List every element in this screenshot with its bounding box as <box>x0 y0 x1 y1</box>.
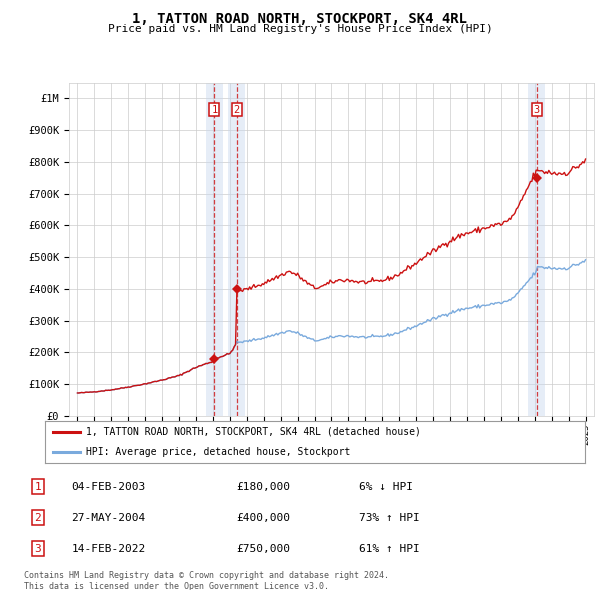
Text: 04-FEB-2003: 04-FEB-2003 <box>71 481 146 491</box>
Text: £400,000: £400,000 <box>236 513 290 523</box>
Text: 3: 3 <box>533 104 540 114</box>
Text: HPI: Average price, detached house, Stockport: HPI: Average price, detached house, Stoc… <box>86 447 350 457</box>
Text: 2: 2 <box>234 104 240 114</box>
Text: 2: 2 <box>35 513 41 523</box>
Text: 1: 1 <box>35 481 41 491</box>
Text: Contains HM Land Registry data © Crown copyright and database right 2024.
This d: Contains HM Land Registry data © Crown c… <box>24 571 389 590</box>
Text: 73% ↑ HPI: 73% ↑ HPI <box>359 513 419 523</box>
Text: 1, TATTON ROAD NORTH, STOCKPORT, SK4 4RL: 1, TATTON ROAD NORTH, STOCKPORT, SK4 4RL <box>133 12 467 26</box>
Text: £750,000: £750,000 <box>236 544 290 554</box>
Text: £180,000: £180,000 <box>236 481 290 491</box>
Text: 61% ↑ HPI: 61% ↑ HPI <box>359 544 419 554</box>
Text: 1, TATTON ROAD NORTH, STOCKPORT, SK4 4RL (detached house): 1, TATTON ROAD NORTH, STOCKPORT, SK4 4RL… <box>86 427 421 437</box>
Text: 27-MAY-2004: 27-MAY-2004 <box>71 513 146 523</box>
Text: 1: 1 <box>211 104 218 114</box>
Bar <box>528 83 545 416</box>
Text: Price paid vs. HM Land Registry's House Price Index (HPI): Price paid vs. HM Land Registry's House … <box>107 24 493 34</box>
Bar <box>206 83 223 416</box>
Text: 6% ↓ HPI: 6% ↓ HPI <box>359 481 413 491</box>
Bar <box>229 83 245 416</box>
Text: 14-FEB-2022: 14-FEB-2022 <box>71 544 146 554</box>
Text: 3: 3 <box>35 544 41 554</box>
